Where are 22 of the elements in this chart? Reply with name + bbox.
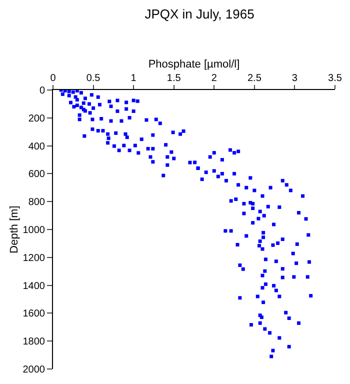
y-tick-label: 0 [39,86,46,96]
x-tick-label: 1 [130,73,137,84]
x-tick-label: 0.5 [86,73,101,84]
y-tick-label: 1400 [22,280,46,292]
y-tick-label: 800 [28,197,46,208]
y-axis-title: Depth [m] [8,206,20,254]
y-tick-label: 400 [28,141,46,152]
y-tick-label: 2000 [22,364,46,376]
y-tick-label: 1200 [22,252,46,264]
x-tick-label: 2.5 [247,73,262,84]
y-tick-label: 1000 [22,225,46,236]
y-tick-label: 1600 [22,308,46,320]
chart-title: JPQX in July, 1965 [144,6,254,22]
x-axis-title: Phosphate [µmol/l] [148,58,240,71]
x-tick-label: 3.5 [328,73,342,84]
y-tick-label: 1800 [22,336,46,348]
x-tick-label: 2 [211,73,218,84]
x-tick-label: 0 [50,73,56,84]
y-tick-label: 200 [28,113,46,124]
x-tick-label: 3 [292,73,298,84]
x-tick-label: 1.5 [166,73,182,84]
y-tick-label: 600 [28,169,46,180]
